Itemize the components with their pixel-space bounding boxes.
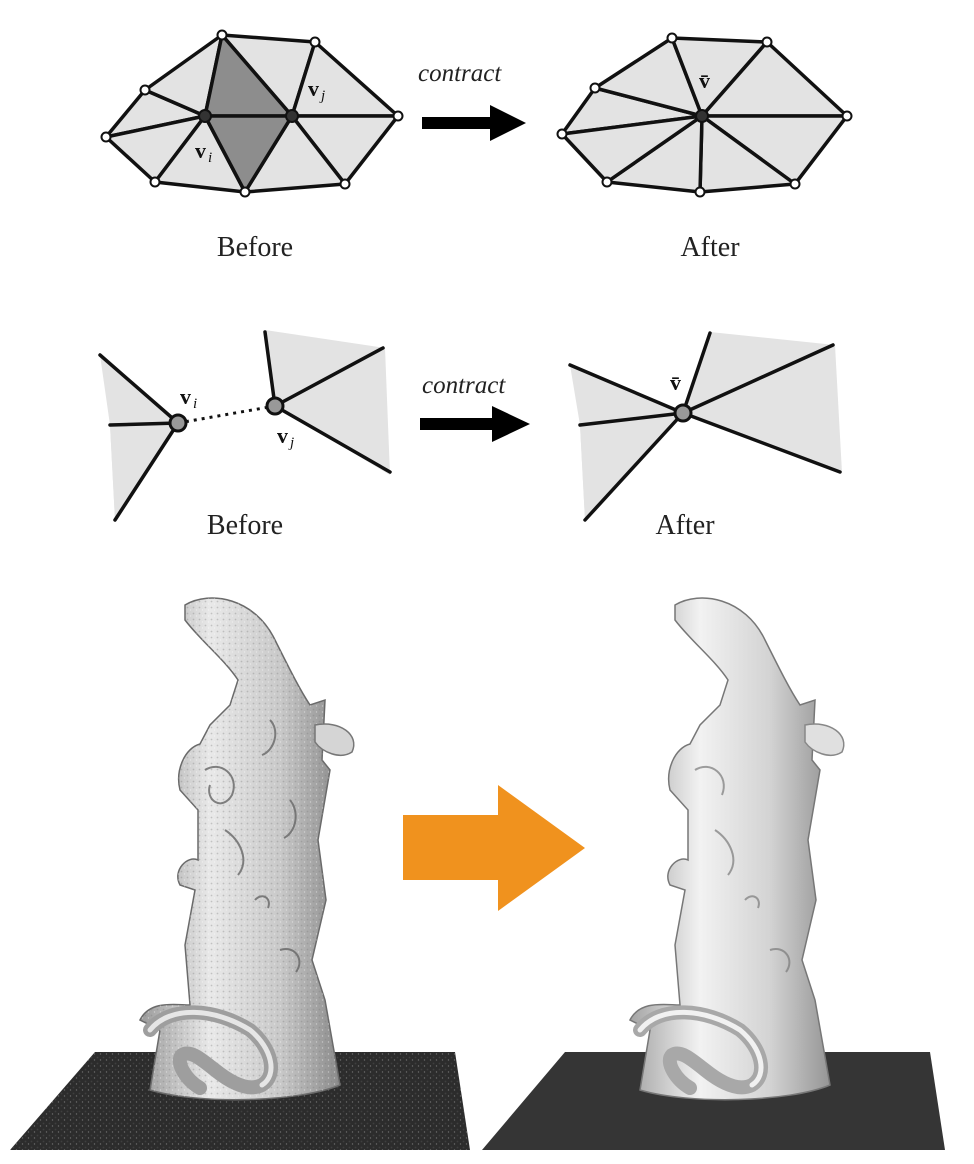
row1-before-label: Before [216, 232, 294, 263]
virtual-pair-dotted-line [177, 404, 276, 425]
row1-arrow-icon [422, 105, 526, 141]
row1-after-diagram: v̄ [555, 30, 855, 200]
model-comparison-svg [10, 597, 945, 1150]
row2-arrow-icon [420, 406, 530, 442]
row2-after-label: After [655, 510, 715, 541]
vertex-i-sub: i [193, 396, 197, 412]
vertex-j-dot [285, 109, 299, 123]
vertex-i-dot [168, 413, 188, 433]
vertex-j-sub: j [319, 88, 325, 104]
row1-before-diagram: v i v j [95, 25, 405, 205]
merged-vertex-dot [695, 109, 709, 123]
vertex-i-label: v [180, 384, 191, 409]
vertex-i-label: v [195, 138, 206, 163]
pair-after-svg: v̄ [568, 331, 842, 522]
row1-contract-label: contract [418, 60, 502, 87]
simplify-arrow-icon [403, 785, 585, 911]
original-model [10, 597, 470, 1150]
pair-before-svg: v i v j [98, 330, 392, 522]
merged-vertex-label: v̄ [699, 68, 710, 93]
mesh-after-svg: v̄ [556, 32, 853, 198]
row2-contract-label: contract [422, 372, 506, 399]
merged-vertex-dot [673, 403, 693, 423]
vertex-j-label: v [277, 423, 288, 448]
vertex-i-dot [198, 109, 212, 123]
row2-after-diagram: v̄ [565, 325, 850, 530]
vertex-i-sub: i [208, 150, 212, 166]
row2-before-diagram: v i v j [95, 325, 400, 530]
row1-after-label: After [680, 232, 740, 263]
vertex-j-label: v [308, 76, 319, 101]
row2-before-label: Before [206, 510, 284, 541]
vertex-j-dot [265, 396, 285, 416]
merged-vertex-label: v̄ [670, 370, 681, 395]
vertex-j-sub: j [288, 435, 294, 451]
mesh-before-svg: v i v j [100, 29, 404, 198]
simplified-model [482, 597, 945, 1150]
